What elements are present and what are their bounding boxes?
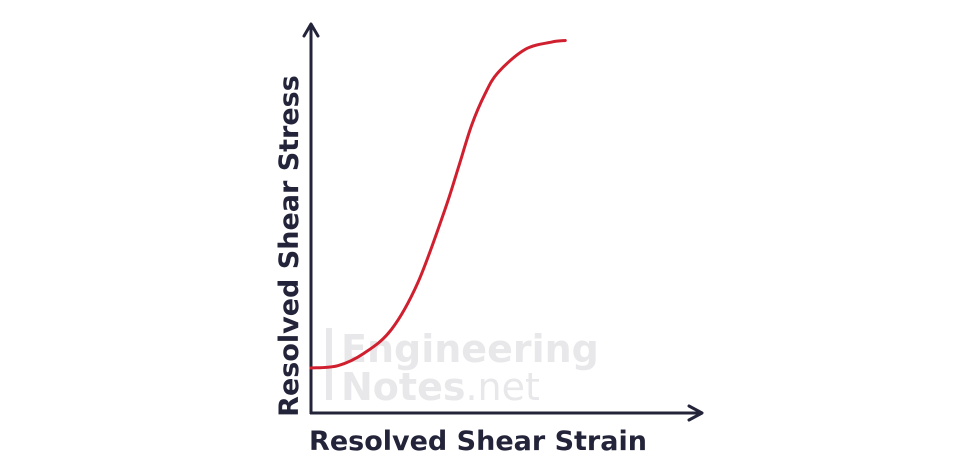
watermark-line2: Notes.net [341, 365, 540, 409]
y-axis-arrowhead [302, 22, 320, 38]
y-axis-label: Resolved Shear Stress [274, 75, 305, 417]
watermark-line1: Engineering [341, 327, 599, 371]
watermark-line2-suffix: .net [465, 365, 539, 409]
watermark-logo: Engineering Notes.net [326, 327, 599, 409]
x-axis-label: Resolved Shear Strain [309, 426, 647, 457]
axes [302, 22, 704, 422]
watermark-line2-bold: Notes [341, 365, 465, 409]
watermark-bar [326, 328, 332, 400]
series-line [309, 39, 567, 370]
x-axis-arrowhead [687, 404, 704, 422]
